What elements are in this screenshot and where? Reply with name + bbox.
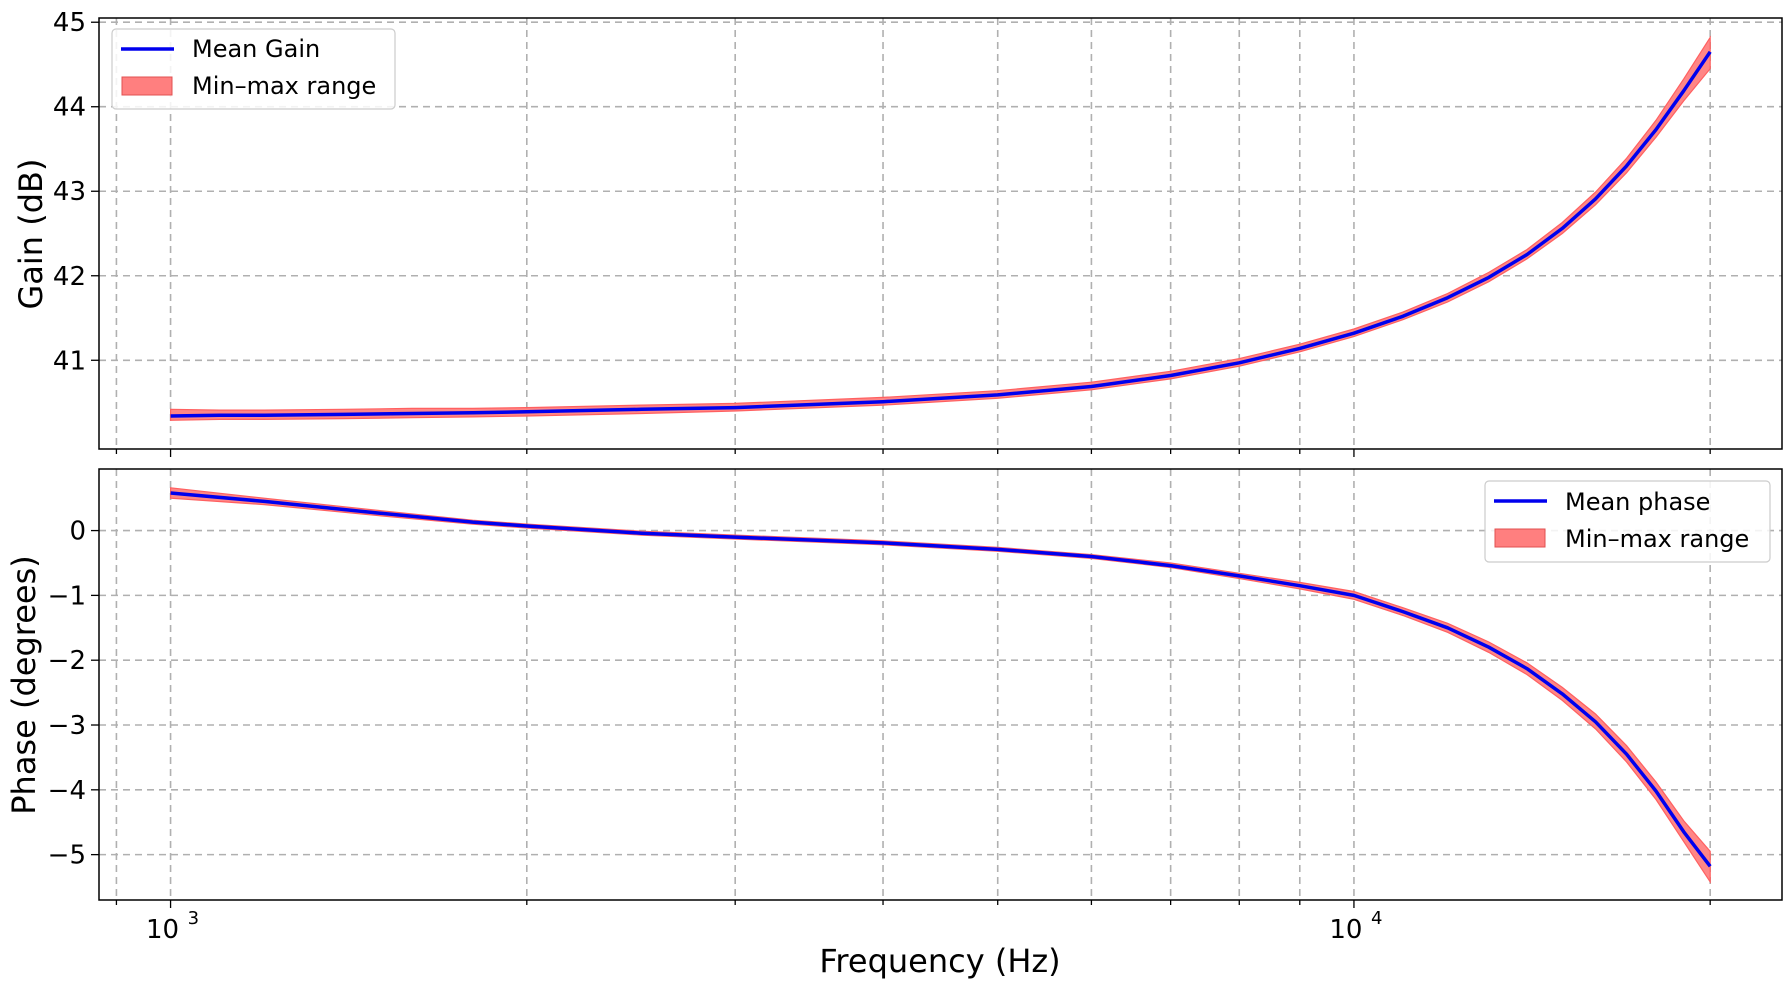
gain-panel: 41 42 43 44 45 Gain (dB) Mean Gain Min–max r… (12, 8, 1783, 457)
x-tick-label: 10 (1329, 915, 1362, 945)
gain-band-area (170, 35, 1711, 421)
x-tick-label-exponent: 3 (188, 908, 199, 929)
phase-axes-frame (98, 468, 1783, 901)
gain-y-tick-label: 44 (53, 93, 86, 123)
phase-legend-mean-label: Mean phase (1565, 488, 1710, 516)
x-tick-label-exponent: 4 (1371, 908, 1382, 929)
gain-y-tick-label: 41 (53, 346, 86, 376)
phase-legend-band-label: Min–max range (1565, 525, 1749, 553)
phase-y-tick-label: −3 (48, 711, 86, 741)
phase-y-axis-label: Phase (degrees) (5, 555, 43, 815)
phase-legend: Mean phase Min–max range (1484, 480, 1771, 563)
phase-mean-line (170, 491, 1712, 868)
gain-legend: Mean Gain Min–max range (111, 28, 396, 110)
gain-y-ticks: 41 42 43 44 45 (53, 8, 99, 376)
phase-y-ticks: 0 −1 −2 −3 −4 −5 (48, 517, 99, 871)
phase-legend-band-swatch (1494, 528, 1546, 548)
gain-y-tick-label: 45 (53, 8, 86, 38)
phase-y-tick-label: −5 (48, 841, 86, 871)
gain-legend-box (111, 28, 396, 110)
gain-mean-polyline (170, 50, 1712, 418)
phase-y-tick-label: −4 (48, 776, 86, 806)
phase-mean-polyline (170, 491, 1712, 868)
gain-x-ticks (115, 449, 1711, 457)
phase-legend-box (1484, 480, 1771, 563)
phase-y-tick-label: 0 (69, 517, 86, 547)
gain-legend-band-label: Min–max range (192, 72, 376, 100)
gain-legend-mean-label: Mean Gain (192, 35, 320, 63)
gain-axes-frame (98, 17, 1783, 450)
phase-x-ticks: 10 3 10 4 (115, 900, 1711, 945)
x-tick-label: 10 (146, 915, 179, 945)
phase-panel: 0 −1 −2 −3 −4 −5 10 3 10 4 Phase (degrees) Frequ… (5, 468, 1783, 980)
gain-mean-line (170, 50, 1712, 418)
phase-grid (99, 469, 1782, 900)
phase-band-area (170, 487, 1711, 884)
gain-y-tick-label: 43 (53, 177, 86, 207)
phase-y-tick-label: −1 (48, 581, 86, 611)
gain-y-tick-label: 42 (53, 262, 86, 292)
gain-min-max-band (170, 35, 1711, 421)
phase-min-max-band (170, 487, 1711, 884)
gain-legend-band-swatch (121, 76, 173, 96)
gain-y-axis-label: Gain (dB) (12, 159, 50, 310)
phase-y-tick-label: −2 (48, 646, 86, 676)
x-axis-label: Frequency (Hz) (819, 942, 1060, 980)
